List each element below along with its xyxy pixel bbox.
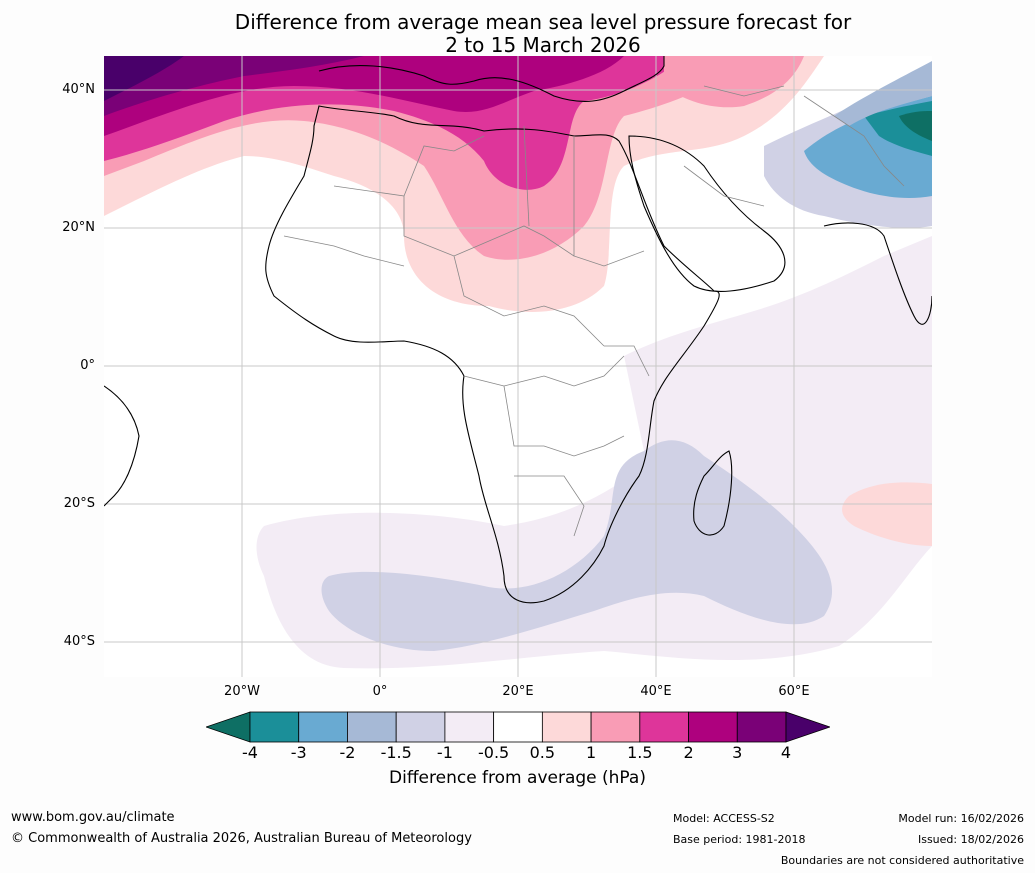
anomaly-map [104,56,932,677]
region-plus1-turkey [664,56,804,108]
country-boundaries [283,85,905,537]
colorbar-swatch [541,711,592,743]
lon-label-20e: 20°E [502,684,534,699]
footer-url: www.bom.gov.au/climate [11,810,175,825]
colorbar-swatch [639,711,689,743]
graticule [104,56,932,677]
lat-label-20n: 20°N [62,220,95,235]
colorbar-tick-label: -4 [242,743,258,762]
map-title-line2: 2 to 15 March 2026 [445,33,641,57]
region-plus3 [104,56,364,116]
africa-coast [265,105,720,604]
region-minus1p5-iran [834,61,932,126]
footer-model-run: Model run: 16/02/2026 [898,812,1024,825]
europe-coast [318,56,665,102]
lon-label-20w: 20°W [224,684,260,699]
colorbar-tick-label: 3 [732,743,743,762]
lon-label-0: 0° [372,684,388,699]
colorbar-extend-low [206,711,251,743]
map-title-line1: Difference from average mean sea level p… [234,10,852,34]
colorbar-tick-label: 1.5 [627,743,653,762]
colorbar-swatch [395,711,446,743]
colorbar-swatch [736,711,787,743]
colorbar-swatch [493,711,543,743]
region-minus1-east [624,236,932,451]
madagascar-coast [693,450,733,536]
footer-copyright: © Commonwealth of Australia 2026, Austra… [11,831,472,846]
footer-disclaimer: Boundaries are not considered authoritat… [780,854,1024,867]
colorbar-swatch [590,711,641,743]
colorbar-tick-label: -2 [339,743,356,762]
colorbar [206,711,830,743]
colorbar-tick-label: -1.5 [380,743,412,762]
footer-issued: Issued: 18/02/2026 [917,833,1024,846]
lat-label-20s: 20°S [63,496,95,511]
lat-label-40n: 40°N [62,82,95,97]
south-america-coast [104,385,140,507]
colorbar-extend-high [785,711,830,743]
colorbar-tick-label: 1 [585,743,597,762]
lat-label-40s: 40°S [63,634,95,649]
colorbar-tick-label: 4 [780,743,792,762]
colorbar-swatch [688,711,738,743]
arabia-coast [628,135,786,292]
map-panel [104,56,932,677]
region-minus1p5-south [321,440,833,651]
region-minus4-iran [899,111,932,141]
footer-model: Model: ACCESS-S2 [673,812,775,825]
colorbar-swatch [298,711,348,743]
lon-label-40e: 40°E [640,684,672,699]
region-plus05-indian [842,482,932,546]
india-coast [823,222,932,325]
footer-base-period: Base period: 1981-2018 [673,833,806,846]
colorbar-label: Difference from average (hPa) [389,768,646,788]
colorbar-tick-label: 0.5 [529,743,556,762]
colorbar-tick-label: -3 [290,743,307,762]
colorbar-swatch [347,711,397,743]
colorbar-tick-label: 2 [683,743,694,762]
lat-label-0: 0° [80,358,95,373]
coastlines [104,56,932,604]
colorbar-swatch [249,711,300,743]
lon-label-60e: 60°E [778,684,810,699]
colorbar-tick-label: -1 [436,743,453,762]
colorbar-tick-label: -0.5 [478,743,510,762]
colorbar-swatch [444,711,495,743]
